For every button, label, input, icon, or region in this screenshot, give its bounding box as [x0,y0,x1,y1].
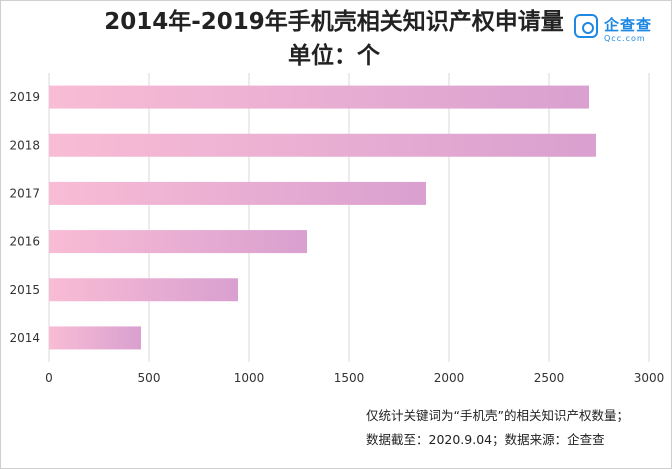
bars [49,85,596,350]
bar-chart: 2019 2018 2017 2016 2015 2014 0 500 1000 1500 200… [9,73,664,385]
logo-name-cn: 企查查 [604,16,653,34]
x-tick-label-2500: 2500 [534,371,565,385]
bar-2019 [49,85,589,109]
bar-2015 [49,278,238,302]
chart-title-unit: 单位：个 [288,43,380,69]
logo-name-en: Qcc.com [604,34,646,43]
x-tick-label-500: 500 [138,371,161,385]
x-tick-label-1500: 1500 [334,371,365,385]
bar-2017 [49,181,426,205]
y-category-label-2015: 2015 [9,283,40,297]
bar-2018 [49,133,596,157]
footnote-source: 数据截至：2020.9.04；数据来源：企查查 [366,432,605,447]
x-tick-label-3000: 3000 [634,371,665,385]
x-tick-label-2000: 2000 [434,371,465,385]
y-category-label-2018: 2018 [9,138,40,152]
y-category-label-2016: 2016 [9,235,40,249]
footnote: 仅统计关键词为“手机壳”的相关知识产权数量； 数据截至：2020.9.04；数据… [366,404,629,452]
y-category-label-2017: 2017 [9,186,40,200]
y-category-label-2014: 2014 [9,331,40,345]
bar-2014 [49,326,141,350]
bar-2016 [49,230,307,254]
qcc-logo-icon [574,14,598,38]
y-category-label-2019: 2019 [9,90,40,104]
x-axis-labels: 0 500 1000 1500 2000 2500 3000 [45,371,664,385]
footnote-scope: 仅统计关键词为“手机壳”的相关知识产权数量； [366,408,629,423]
qcc-logo: 企查查 Qcc.com [574,10,670,50]
x-tick-label-0: 0 [45,371,53,385]
y-axis-labels: 2019 2018 2017 2016 2015 2014 [9,90,40,345]
grid-lines [48,73,650,362]
x-tick-label-1000: 1000 [234,371,265,385]
chart-title-main: 2014年-2019年手机壳相关知识产权申请量 [104,9,564,35]
